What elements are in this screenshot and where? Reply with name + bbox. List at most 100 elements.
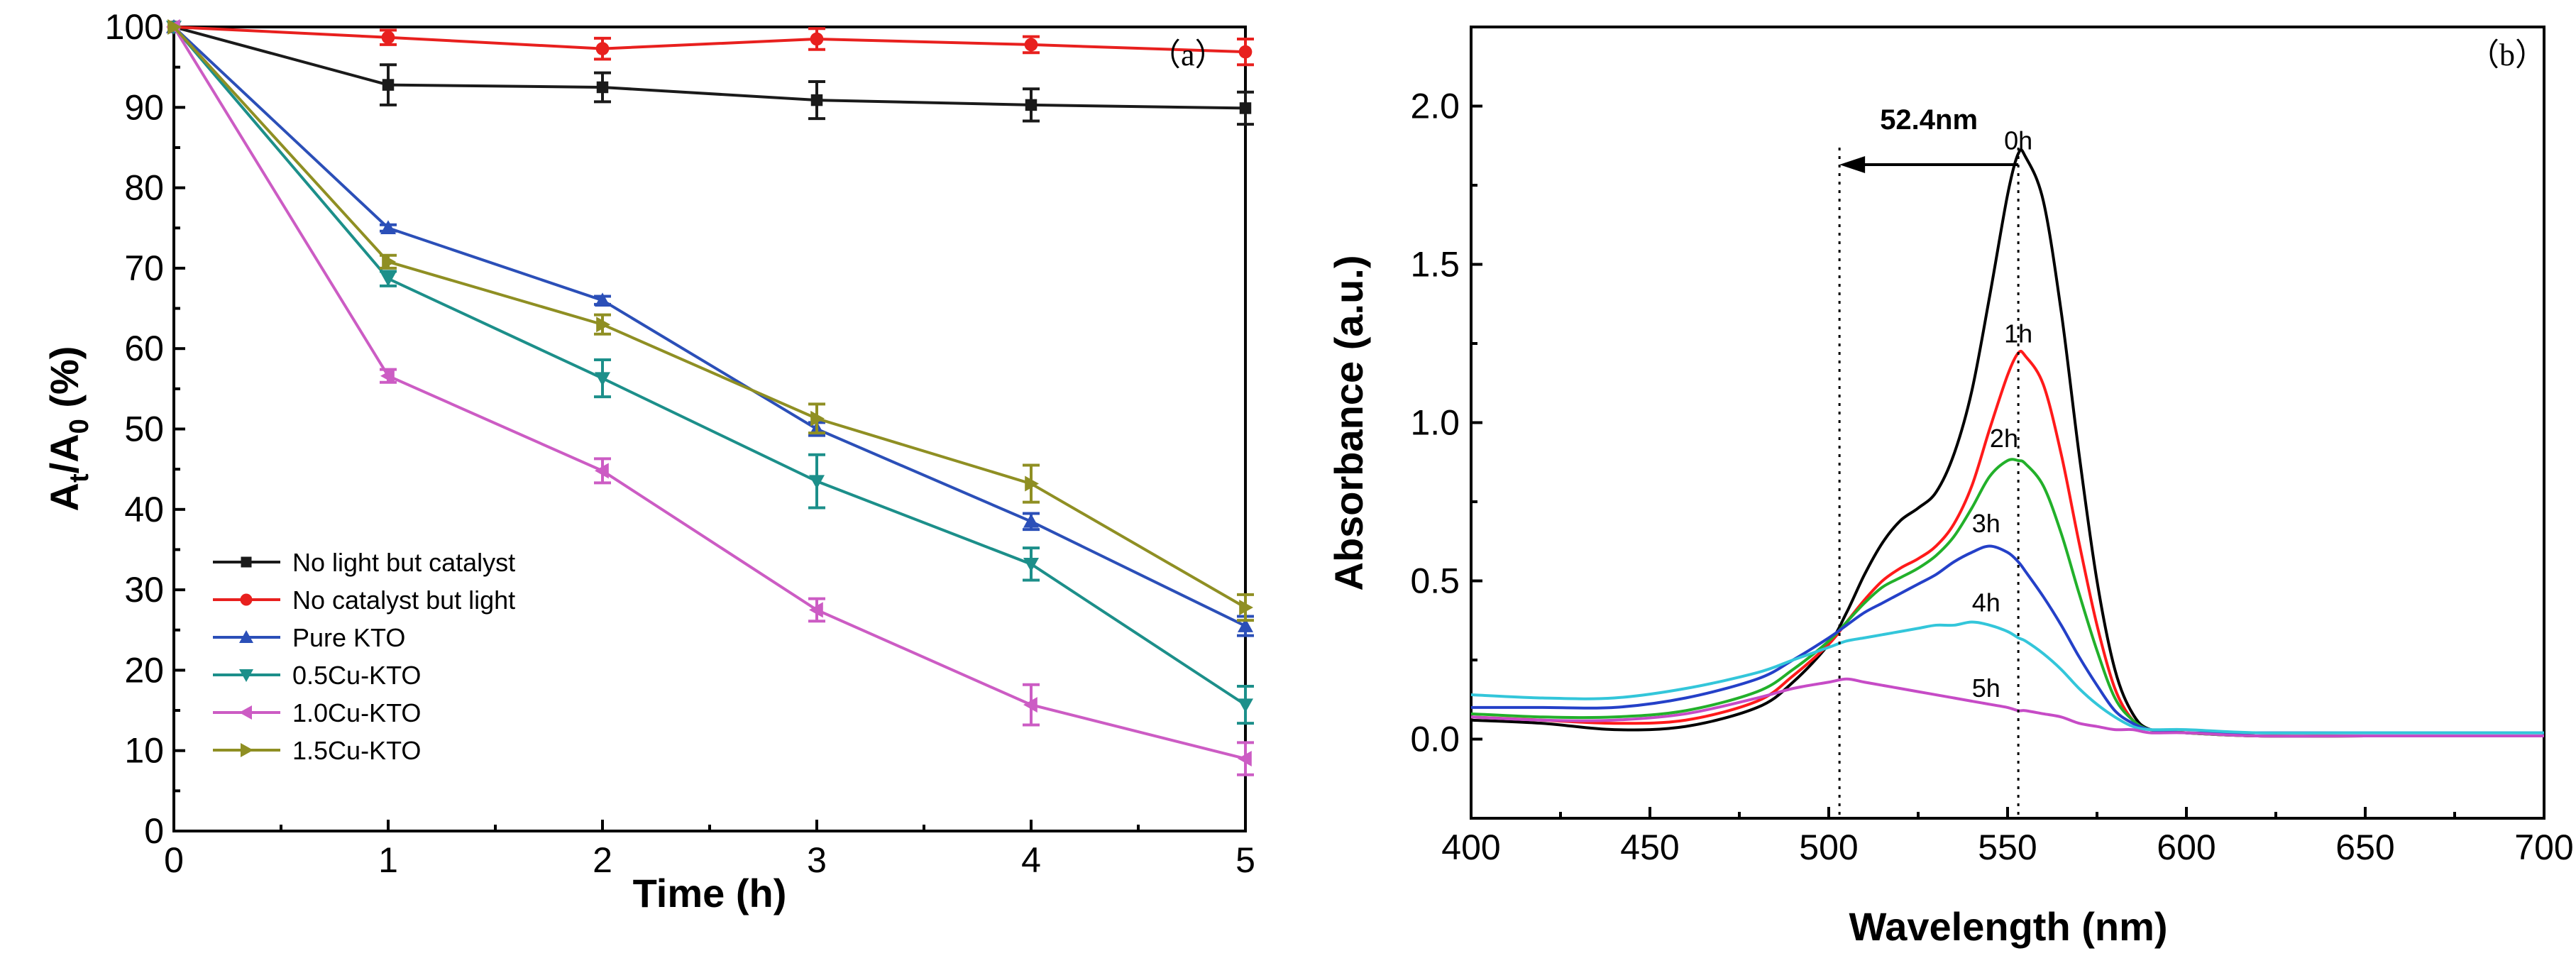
y-tick-label: 0.0 — [1410, 720, 1460, 759]
legend-swatch-marker — [241, 743, 253, 757]
panel-b-x-axis-title: Wavelength (nm) — [1849, 904, 2167, 949]
data-point — [1025, 475, 1039, 492]
x-tick-label: 2 — [593, 840, 612, 880]
legend-label: No catalyst but light — [292, 585, 515, 615]
data-point — [810, 94, 823, 106]
legend-swatch-marker — [241, 556, 252, 568]
data-point — [809, 475, 825, 490]
y-tick-label: 20 — [124, 650, 164, 690]
y-tick-label: 1.5 — [1410, 245, 1460, 285]
data-point — [380, 368, 395, 384]
series-line — [172, 26, 1246, 760]
panel-a-chart: 0 10 20 30 40 50 60 70 80 90 100 0 1 2 3 4 5 （a） Time (h… — [42, 7, 1255, 915]
y-title-a: A — [42, 483, 87, 511]
panel-a-label: （a） — [1150, 38, 1226, 72]
curve-2h — [1470, 458, 2544, 738]
y-tick-label: 50 — [124, 409, 164, 449]
panel-a-ticks: 0 10 20 30 40 50 60 70 80 90 100 0 1 2 3 4 5 — [105, 7, 1255, 880]
curve-label-4h: 4h — [1972, 588, 2000, 617]
y-title-slash: /A — [42, 434, 87, 473]
panel-a-legend: No light but catalyst No catalyst but lig… — [213, 548, 515, 765]
panel-b-shift-annotation: 52.4nm — [1838, 104, 2020, 818]
curve-1h — [1470, 349, 2544, 738]
y-tick-label: 40 — [124, 490, 164, 529]
panel-a-series — [166, 19, 1254, 776]
data-point — [596, 81, 609, 94]
series-no-light-but-catalyst — [167, 21, 1254, 126]
x-tick-label: 700 — [2514, 827, 2573, 867]
data-point — [382, 253, 396, 270]
y-tick-label: 10 — [124, 731, 164, 771]
data-point — [595, 292, 610, 307]
data-point — [810, 410, 825, 427]
y-tick-label: 80 — [124, 168, 164, 208]
panel-b-chart: 0.0 0.5 1.0 1.5 2.0 400 450 500 550 600 650 700 0h 1… — [1326, 26, 2574, 949]
x-tick-label: 5 — [1235, 840, 1255, 880]
legend-item: Pure KTO — [213, 623, 405, 652]
data-point — [809, 602, 823, 618]
legend-swatch-marker — [239, 705, 252, 720]
data-point — [596, 317, 610, 333]
x-tick-label: 500 — [1799, 827, 1858, 867]
data-point — [382, 79, 395, 91]
legend-label: Pure KTO — [292, 623, 405, 652]
x-tick-label: 550 — [1978, 827, 2037, 867]
legend-label: 1.5Cu-KTO — [292, 736, 421, 765]
x-tick-label: 450 — [1620, 827, 1679, 867]
x-tick-label: 650 — [2335, 827, 2394, 867]
shift-label: 52.4nm — [1880, 104, 1978, 136]
y-tick-label: 90 — [124, 87, 164, 127]
legend-swatch-marker — [240, 593, 253, 606]
data-point — [380, 220, 396, 235]
curve-label-5h: 5h — [1972, 673, 2000, 703]
legend-swatch-marker — [239, 630, 253, 643]
data-point — [381, 31, 395, 45]
x-tick-label: 3 — [807, 840, 827, 880]
y-tick-label: 100 — [105, 7, 164, 47]
data-point — [1023, 558, 1039, 572]
panel-b-y-axis-title: Absorbance (a.u.) — [1326, 255, 1371, 591]
y-title-rest: (%) — [42, 346, 87, 419]
series-pure-kto — [166, 19, 1254, 637]
legend-label: No light but catalyst — [292, 548, 515, 577]
curve-3h — [1471, 544, 2544, 735]
panel-b-label: （b） — [2468, 38, 2546, 72]
y-tick-label: 0.5 — [1410, 561, 1460, 601]
x-tick-label: 4 — [1021, 840, 1041, 880]
data-point — [595, 463, 609, 479]
y-title-sub-0: 0 — [65, 419, 94, 434]
y-tick-label: 2.0 — [1410, 87, 1460, 126]
y-tick-label: 0 — [144, 811, 164, 851]
data-point — [1023, 697, 1037, 713]
series-1.5cu-kto — [167, 19, 1254, 622]
data-point — [167, 19, 182, 35]
series-0.5cu-kto — [166, 21, 1254, 725]
y-tick-label: 60 — [124, 329, 164, 368]
panel-b-ticks: 0.0 0.5 1.0 1.5 2.0 400 450 500 550 600 650 700 — [1410, 26, 2574, 867]
curve-label-0h: 0h — [2004, 126, 2032, 155]
series-line — [172, 26, 1246, 627]
data-point — [595, 42, 610, 55]
data-point — [1239, 102, 1252, 114]
y-tick-label: 30 — [124, 570, 164, 610]
curve-5h — [1470, 677, 2544, 738]
data-point — [1238, 698, 1253, 713]
legend-item: No light but catalyst — [213, 548, 515, 577]
legend-label: 1.0Cu-KTO — [292, 698, 421, 727]
data-point — [380, 272, 396, 287]
panel-a-y-axis-title: At/A0 (%) — [42, 346, 94, 512]
y-tick-label: 1.0 — [1410, 403, 1460, 443]
x-tick-label: 1 — [378, 840, 398, 880]
series-no-catalyst-but-light — [167, 20, 1254, 67]
series-line — [173, 26, 1246, 54]
legend-item: 0.5Cu-KTO — [213, 661, 421, 690]
data-point — [1238, 618, 1253, 632]
data-point — [1238, 751, 1252, 767]
data-point — [1024, 38, 1038, 52]
panel-b-series: 0h 1h 2h 3h 4h 5h — [1470, 126, 2544, 738]
legend-label: 0.5Cu-KTO — [292, 661, 421, 690]
data-point — [595, 372, 610, 387]
series-line — [172, 26, 1247, 609]
series-line — [172, 26, 1247, 706]
